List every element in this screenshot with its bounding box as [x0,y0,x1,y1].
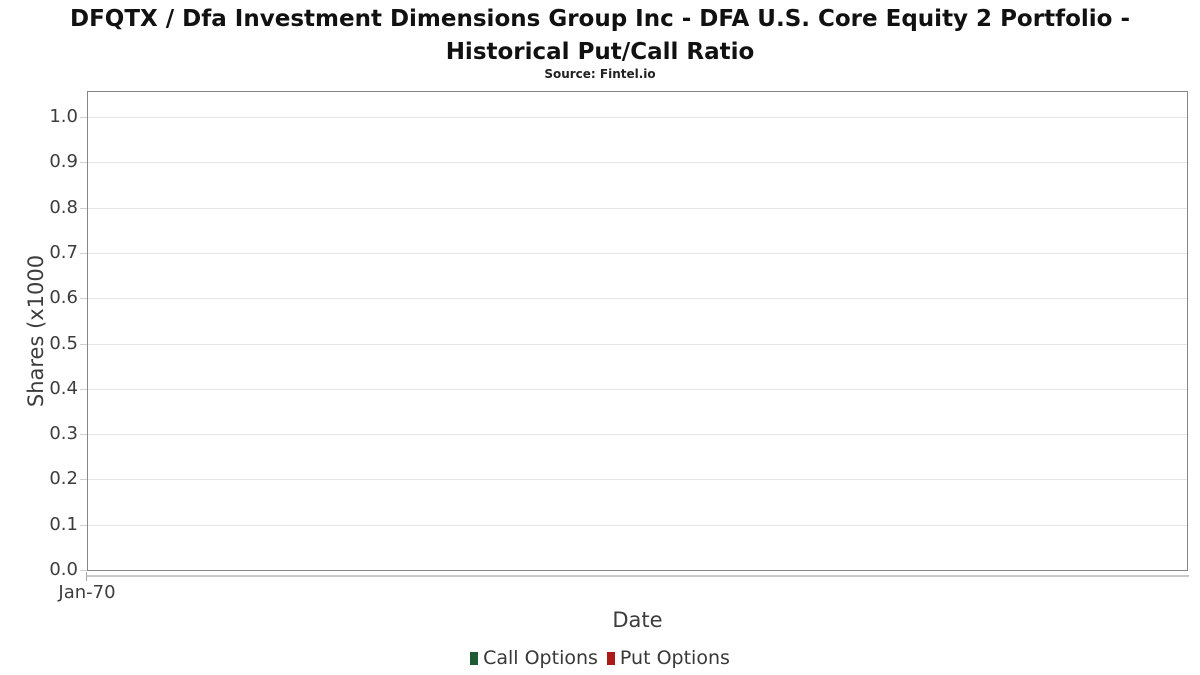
y-gridline [88,117,1187,118]
y-tick-label: 0.1 [49,514,78,535]
chart-title: DFQTX / Dfa Investment Dimensions Group … [0,3,1200,69]
y-axis-title: Shares (x1000 [24,254,48,408]
y-gridline [88,298,1187,299]
y-tick-mark [80,434,87,435]
legend-item-call-options: Call Options [470,647,598,669]
y-tick-label: 0.0 [49,559,78,580]
chart-subtitle: Source: Fintel.io [544,67,656,81]
y-gridline [88,162,1187,163]
y-gridline [88,389,1187,390]
legend-label-put-options: Put Options [619,647,730,669]
put-options-swatch-icon [606,651,615,665]
legend-label-call-options: Call Options [483,647,598,669]
y-tick-mark [80,570,87,571]
y-tick-label: 0.8 [49,197,78,218]
y-tick-label: 0.5 [49,333,78,354]
y-tick-mark [80,389,87,390]
y-tick-label: 0.3 [49,423,78,444]
y-tick-label: 0.2 [49,468,78,489]
y-tick-mark [80,117,87,118]
legend: Call Options Put Options [0,647,1200,669]
y-tick-mark [80,253,87,254]
x-tick-label: Jan-70 [58,582,116,603]
y-gridline [88,344,1187,345]
y-gridline [88,525,1187,526]
x-tick-mark [86,572,87,581]
y-tick-mark [80,162,87,163]
plot-area [87,91,1188,571]
y-tick-mark [80,525,87,526]
y-tick-label: 0.6 [49,287,78,308]
y-tick-mark [80,479,87,480]
y-tick-mark [80,208,87,209]
y-gridline [88,479,1187,480]
y-gridline [88,253,1187,254]
chart-title-line1: DFQTX / Dfa Investment Dimensions Group … [69,6,1130,32]
y-tick-label: 0.7 [49,242,78,263]
y-tick-label: 1.0 [49,106,78,127]
legend-item-put-options: Put Options [606,647,730,669]
y-gridline [88,208,1187,209]
x-axis-title: Date [612,608,663,632]
y-tick-mark [80,298,87,299]
chart-title-line2: Historical Put/Call Ratio [445,39,755,65]
y-tick-label: 0.4 [49,378,78,399]
y-gridline [88,434,1187,435]
call-options-swatch-icon [470,651,479,665]
y-tick-label: 0.9 [49,151,78,172]
y-tick-mark [80,344,87,345]
x-axis-line [87,575,1189,577]
